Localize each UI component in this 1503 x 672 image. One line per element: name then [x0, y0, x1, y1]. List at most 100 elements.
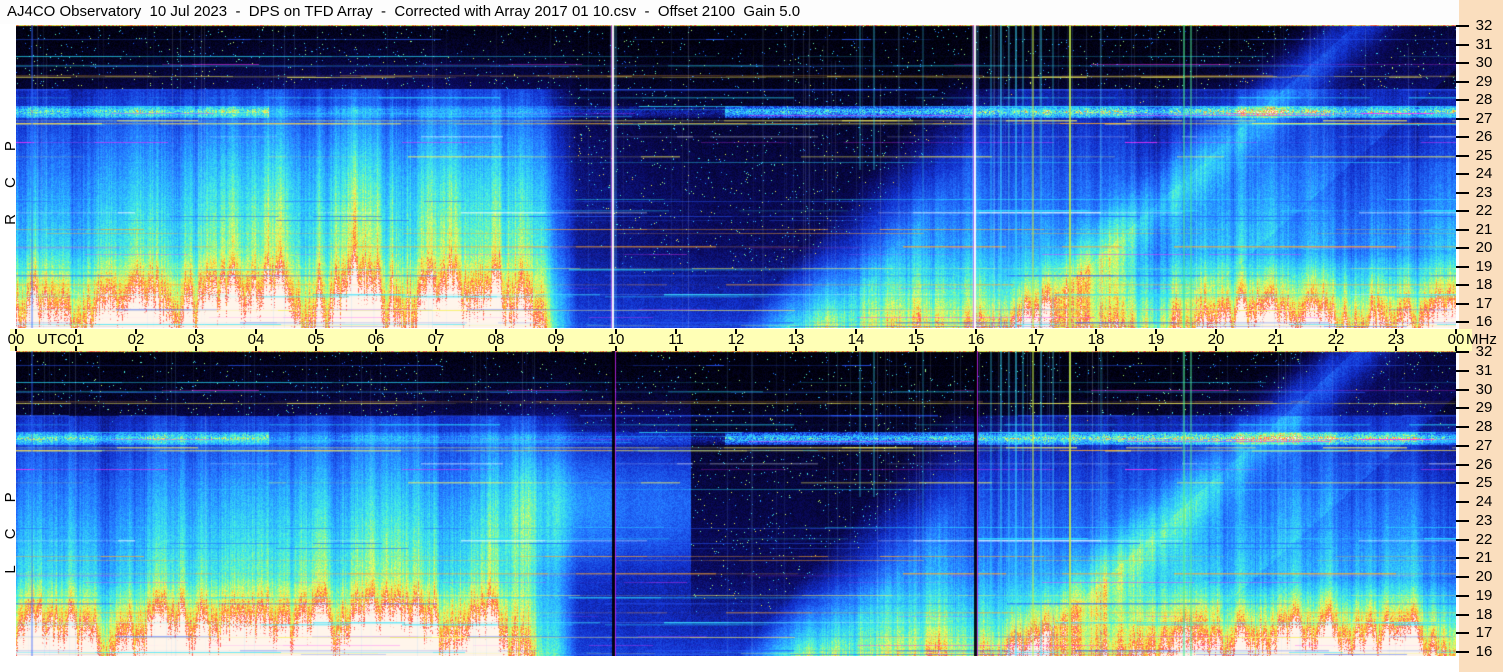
time-tick [195, 346, 197, 351]
time-tick [495, 329, 497, 334]
freq-tick [1456, 538, 1469, 541]
time-tick-label: 13 [787, 331, 805, 348]
time-tick [315, 346, 317, 351]
time-tick-label: 23 [1387, 331, 1405, 348]
freq-tick-label: 17 [1475, 624, 1493, 642]
time-tick [255, 329, 257, 334]
time-tick [435, 329, 437, 334]
freq-tick-label: 28 [1475, 91, 1493, 108]
freq-tick [1456, 191, 1469, 194]
freq-tick [1456, 284, 1469, 286]
freq-tick-label: 23 [1475, 511, 1493, 529]
time-tick [1095, 329, 1097, 334]
time-tick [1455, 346, 1457, 351]
freq-tick-label: 18 [1475, 605, 1493, 623]
time-tick [555, 329, 557, 334]
utc-unit-label: UTC [37, 331, 68, 348]
freq-tick [1456, 62, 1469, 64]
time-tick [1035, 329, 1037, 334]
time-tick [1455, 329, 1457, 334]
freq-tick-label: 16 [1475, 313, 1493, 330]
time-tick [315, 329, 317, 334]
time-tick [915, 346, 917, 351]
time-tick [495, 346, 497, 351]
freq-tick-label: 31 [1475, 35, 1493, 53]
freq-tick-label: 25 [1475, 146, 1493, 164]
freq-tick [1456, 519, 1469, 522]
title-bar: AJ4CO Observatory 10 Jul 2023 - DPS on T… [0, 0, 1459, 24]
time-axis: UTC 00 01 02 03 04 05 06 07 08 09 10 11 12 13 14 15 16 17… [8, 329, 1472, 351]
time-tick [75, 329, 77, 334]
time-tick-label: 20 [1207, 331, 1225, 348]
freq-tick-label: 17 [1475, 294, 1493, 312]
freq-tick [1456, 632, 1469, 635]
freq-tick [1456, 613, 1469, 616]
freq-tick [1456, 173, 1469, 175]
time-tick [555, 346, 557, 351]
time-tick [855, 346, 857, 351]
freq-tick-label: 22 [1475, 530, 1493, 548]
freq-tick-label: 26 [1475, 455, 1493, 473]
time-tick-label: 21 [1267, 331, 1285, 348]
time-tick [795, 346, 797, 351]
time-tick [75, 346, 77, 351]
freq-tick-label: 22 [1475, 202, 1493, 219]
freq-tick [1456, 99, 1469, 101]
time-tick-label: 12 [727, 331, 745, 348]
freq-tick [1456, 302, 1469, 305]
time-tick [1335, 329, 1337, 334]
freq-tick [1456, 482, 1469, 485]
freq-tick-label: 19 [1475, 586, 1493, 604]
freq-tick [1456, 651, 1469, 653]
time-tick [975, 329, 977, 334]
time-tick [855, 329, 857, 334]
freq-tick [1456, 43, 1469, 46]
freq-tick [1456, 321, 1469, 323]
time-tick [1275, 329, 1277, 334]
freq-tick-label: 20 [1475, 239, 1493, 256]
time-tick [735, 329, 737, 334]
time-tick-label: 01 [67, 331, 85, 348]
freq-tick-label: 19 [1475, 257, 1493, 275]
freq-tick-label: 31 [1475, 361, 1493, 379]
time-tick-label: 07 [427, 331, 445, 348]
freq-tick [1456, 154, 1469, 157]
time-tick [1155, 346, 1157, 351]
freq-tick [1456, 351, 1469, 353]
freq-tick-label: 23 [1475, 183, 1493, 201]
freq-tick-label: 32 [1475, 17, 1493, 34]
time-tick [375, 346, 377, 351]
time-tick [975, 346, 977, 351]
freq-tick [1456, 247, 1469, 249]
time-tick [135, 329, 137, 334]
freq-tick [1456, 388, 1469, 391]
freq-tick-label: 24 [1475, 165, 1493, 182]
freq-tick [1456, 210, 1469, 212]
freq-tick-label: 18 [1475, 276, 1493, 293]
freq-tick [1456, 426, 1469, 428]
freq-tick-label: 32 [1475, 343, 1493, 360]
freq-tick [1456, 407, 1469, 410]
time-tick [1335, 346, 1337, 351]
freq-tick-label: 29 [1475, 399, 1493, 417]
freq-tick-label: 26 [1475, 128, 1493, 145]
freq-tick-label: 16 [1475, 643, 1493, 660]
freq-tick [1456, 80, 1469, 83]
freq-tick-label: 28 [1475, 418, 1493, 435]
time-tick-label: 11 [668, 331, 684, 348]
freq-tick [1456, 25, 1469, 27]
time-tick-label: 09 [547, 331, 565, 348]
time-tick [15, 346, 17, 351]
time-tick [1395, 346, 1397, 351]
time-tick-label: 00 [1447, 331, 1465, 348]
time-tick [135, 346, 137, 351]
freq-tick-label: 20 [1475, 568, 1493, 585]
freq-tick [1456, 463, 1469, 466]
time-tick-label: 03 [187, 331, 205, 348]
time-tick-label: 10 [607, 331, 625, 348]
time-tick-label: 14 [847, 331, 865, 348]
time-tick-label: 04 [247, 331, 265, 348]
time-tick [1155, 329, 1157, 334]
time-tick-label: 17 [1027, 331, 1045, 348]
freq-tick-label: 29 [1475, 72, 1493, 90]
